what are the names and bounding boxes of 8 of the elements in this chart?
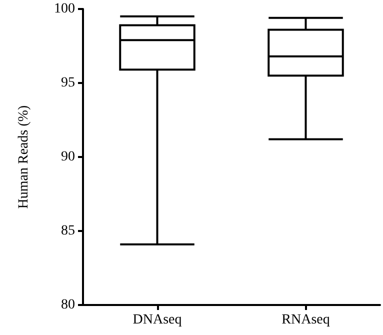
x-tick-label: DNAseq: [132, 312, 182, 328]
y-tick-label: 95: [61, 76, 75, 90]
x-tick-label: RNAseq: [282, 312, 330, 328]
y-tick-label: 90: [61, 150, 75, 164]
y-tick-label: 100: [54, 2, 75, 16]
y-tick-label: 80: [61, 298, 75, 312]
y-axis-title: Human Reads (%): [16, 104, 32, 209]
y-tick-label: 85: [61, 224, 75, 238]
